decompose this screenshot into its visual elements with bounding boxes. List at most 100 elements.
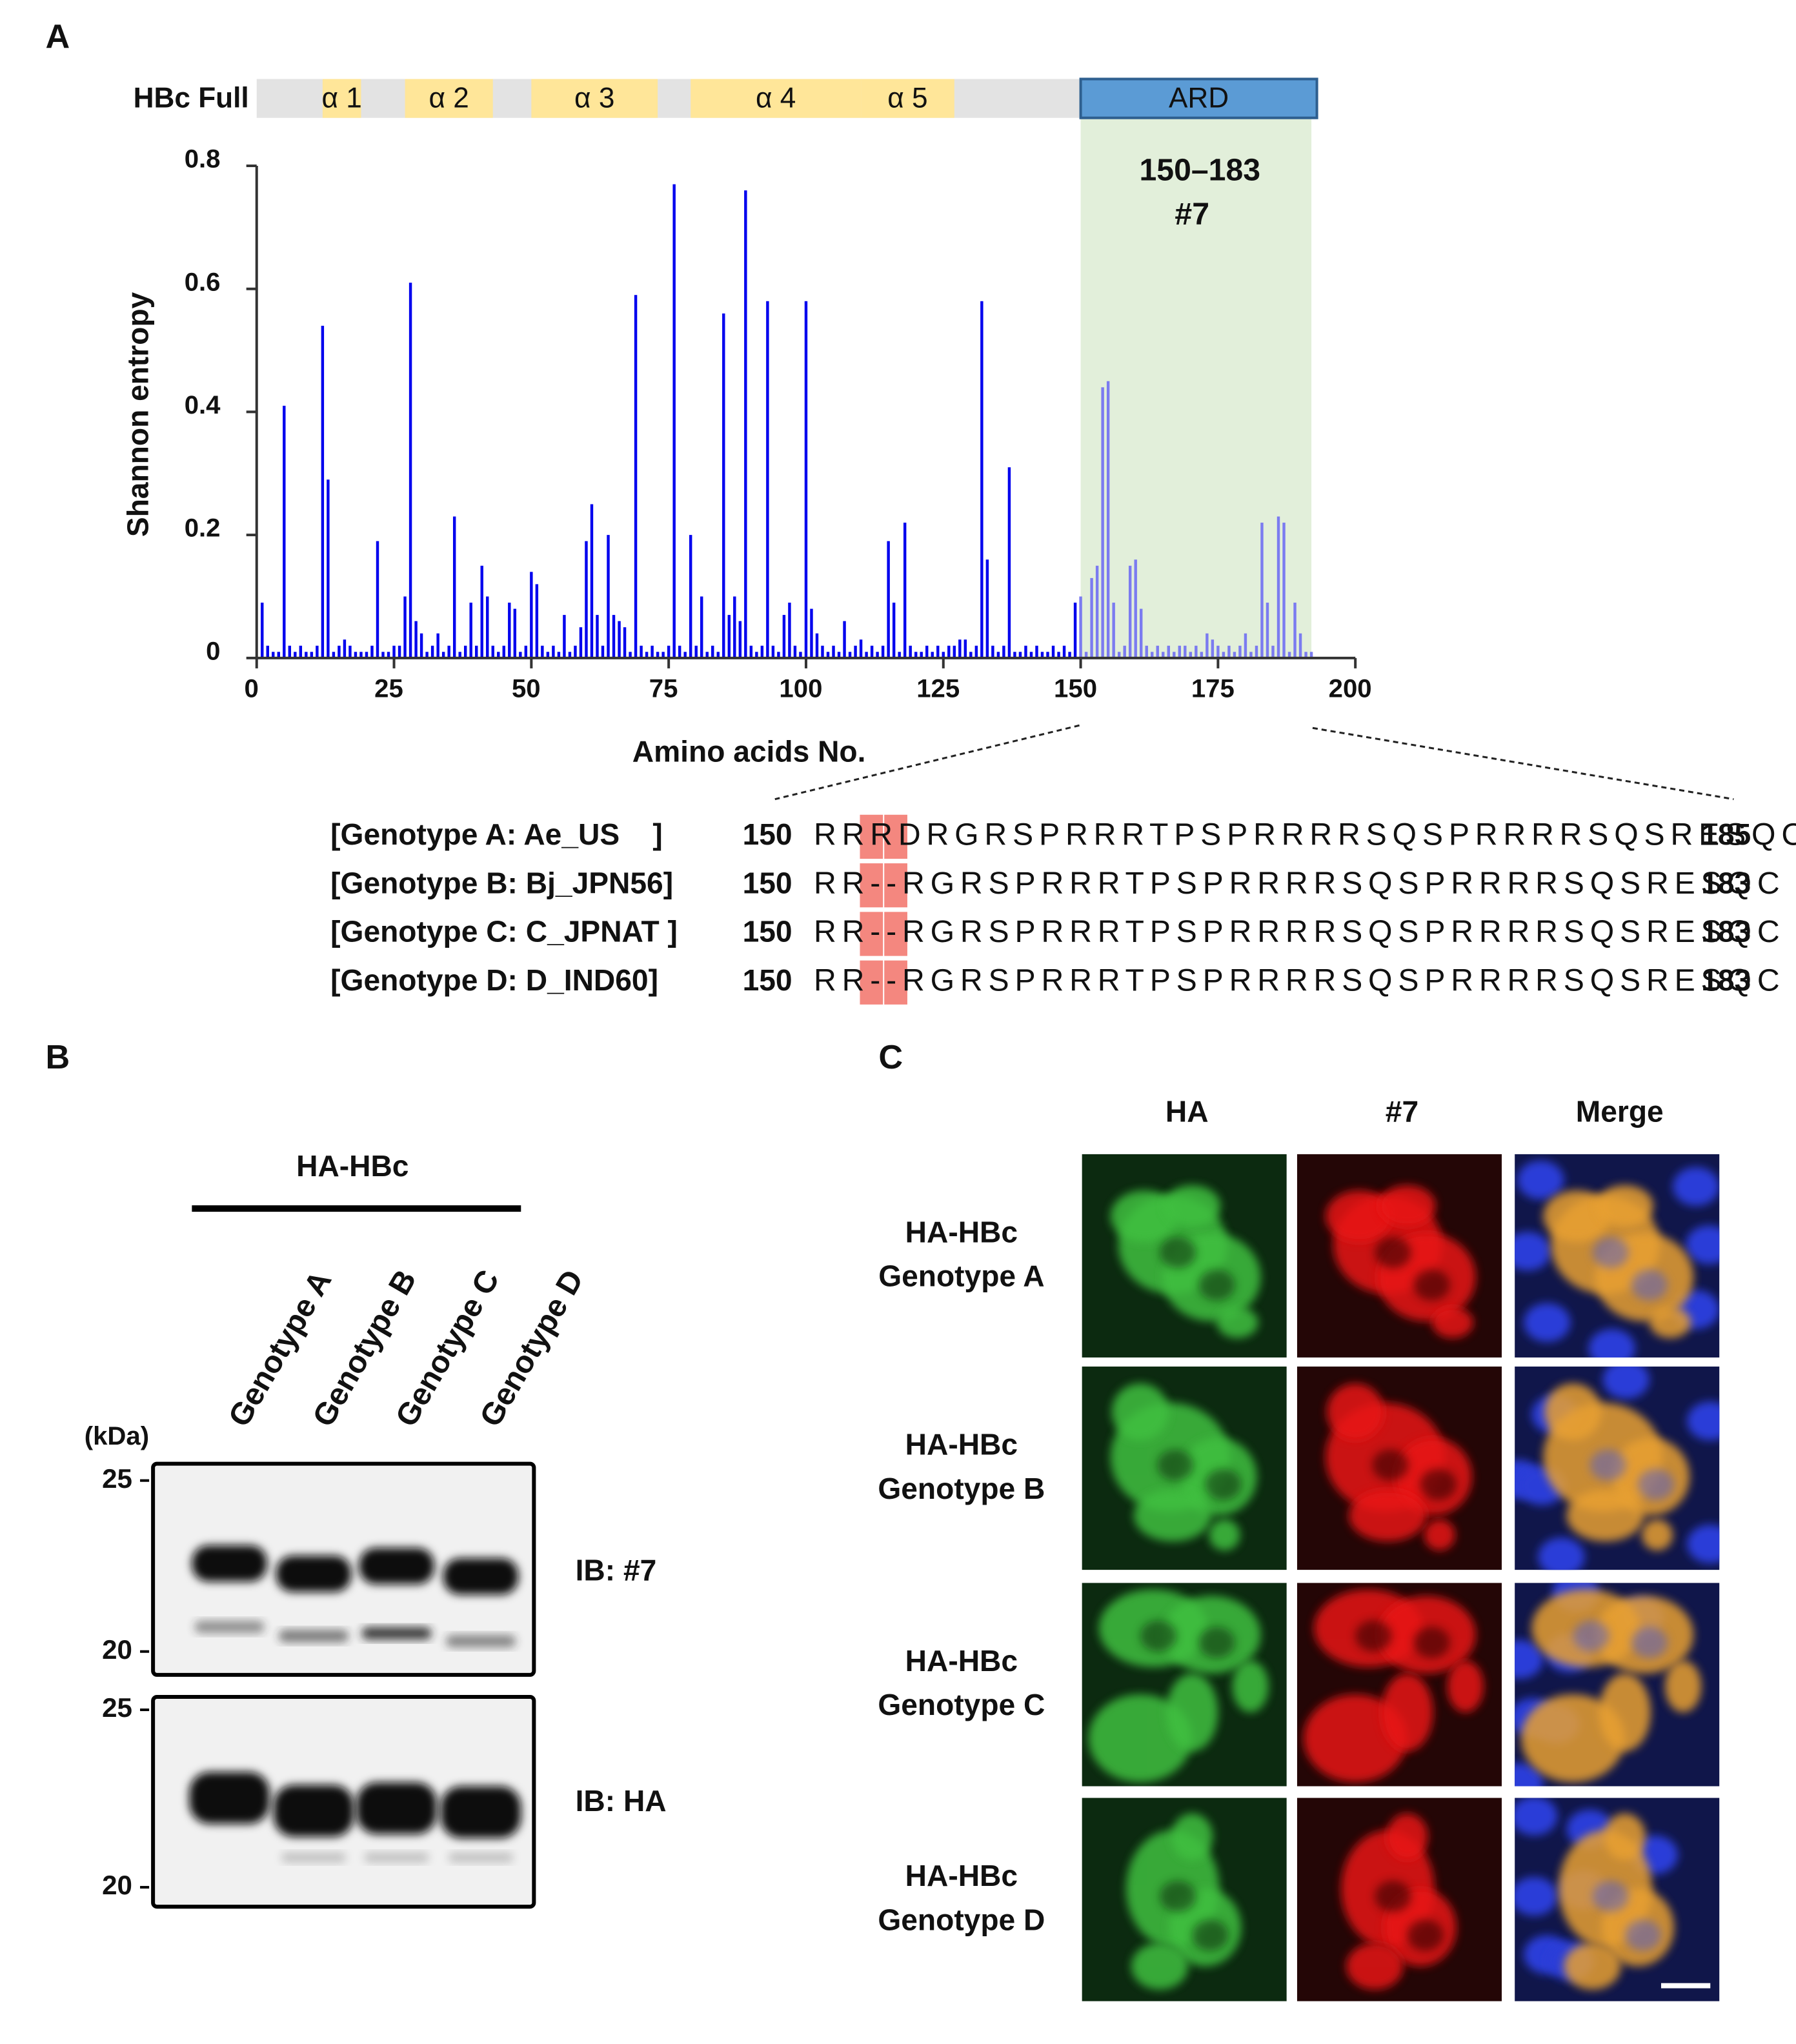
micrograph bbox=[1515, 1154, 1720, 1358]
bar bbox=[541, 645, 544, 658]
bar bbox=[1255, 645, 1258, 658]
band bbox=[194, 1620, 265, 1634]
x-tick-label: 150 bbox=[1054, 674, 1097, 703]
bar bbox=[859, 639, 863, 658]
bar bbox=[738, 621, 742, 658]
zoom-line bbox=[1312, 726, 1734, 801]
band bbox=[356, 1782, 437, 1834]
bar bbox=[854, 645, 857, 658]
bar bbox=[656, 652, 660, 658]
bar bbox=[1167, 645, 1170, 658]
y-tick-label: 0.6 bbox=[185, 267, 221, 296]
bar bbox=[936, 645, 940, 658]
bar bbox=[316, 645, 319, 658]
domain-label: ARD bbox=[1169, 82, 1229, 114]
bar bbox=[925, 645, 929, 658]
cell bbox=[1166, 1673, 1218, 1752]
bar bbox=[914, 652, 918, 658]
cell bbox=[1431, 1307, 1473, 1338]
bar bbox=[700, 596, 703, 658]
cell-nucleus bbox=[1140, 1620, 1177, 1652]
bar bbox=[563, 615, 566, 658]
row-label: [Genotype D: D_IND60] bbox=[330, 963, 658, 997]
cell bbox=[1649, 1307, 1691, 1338]
cell bbox=[1111, 1383, 1169, 1441]
bar bbox=[1266, 603, 1269, 658]
cell bbox=[1232, 1660, 1269, 1713]
x-tick-label: 100 bbox=[779, 674, 822, 703]
bar bbox=[1162, 652, 1165, 658]
start-number: 150 bbox=[743, 963, 792, 997]
band bbox=[189, 1772, 270, 1824]
bar bbox=[870, 645, 874, 658]
bar bbox=[1128, 565, 1132, 658]
sequence: RR--RGRSPRRRTPSPRRRRSQSPRRRRSQSRESQC bbox=[814, 963, 1785, 998]
highlight-box bbox=[860, 814, 883, 859]
bar bbox=[1145, 645, 1148, 658]
cell bbox=[1521, 1694, 1625, 1783]
bar bbox=[458, 652, 461, 658]
cell bbox=[1164, 1185, 1221, 1227]
nucleus bbox=[1687, 1524, 1720, 1564]
bar bbox=[321, 325, 325, 658]
domain-label: α 2 bbox=[429, 82, 469, 114]
column-header: Merge bbox=[1576, 1095, 1664, 1128]
bar bbox=[667, 645, 671, 658]
domain-label: α 3 bbox=[574, 82, 614, 114]
blot-label: IB: HA bbox=[576, 1784, 667, 1818]
bar bbox=[463, 645, 467, 658]
bar bbox=[810, 608, 813, 658]
y-tick-label: 0.2 bbox=[185, 514, 221, 543]
bar bbox=[436, 633, 439, 658]
bar bbox=[1304, 652, 1307, 658]
cell-nucleus bbox=[1637, 1468, 1675, 1500]
cell-nucleus bbox=[1198, 1269, 1235, 1301]
y-axis-label: Shannon entropy bbox=[121, 292, 154, 537]
band bbox=[443, 1558, 519, 1595]
end-number: 183 bbox=[1701, 963, 1751, 997]
bar bbox=[1018, 652, 1022, 658]
domain bbox=[691, 79, 862, 118]
column-header: #7 bbox=[1386, 1095, 1418, 1128]
cell bbox=[1381, 1673, 1433, 1752]
bar bbox=[755, 652, 758, 658]
cell bbox=[1596, 1185, 1653, 1227]
bar bbox=[623, 627, 627, 658]
row-label: HA-HBc bbox=[905, 1215, 1018, 1248]
domain-label: α 5 bbox=[887, 82, 927, 114]
bar bbox=[848, 652, 852, 658]
bar bbox=[1040, 652, 1044, 658]
bar bbox=[1112, 603, 1115, 658]
bar bbox=[305, 652, 308, 658]
row-label: [Genotype C: C_JPNAT ] bbox=[330, 915, 678, 948]
bar bbox=[546, 652, 550, 658]
bar bbox=[788, 603, 791, 658]
cell-nucleus bbox=[1624, 1919, 1661, 1951]
cell-nucleus bbox=[1192, 1919, 1229, 1951]
bar bbox=[1189, 652, 1193, 658]
bar bbox=[760, 645, 764, 658]
row-label: HA-HBc bbox=[905, 1644, 1018, 1678]
x-tick-label: 25 bbox=[374, 674, 403, 703]
bar bbox=[991, 645, 994, 658]
bar bbox=[359, 652, 363, 658]
micrograph bbox=[1082, 1154, 1287, 1358]
panel-label: C bbox=[878, 1039, 903, 1076]
cell bbox=[1447, 1660, 1484, 1713]
highlight-box bbox=[884, 814, 907, 859]
bar bbox=[1184, 645, 1187, 658]
bar bbox=[403, 596, 407, 658]
bar bbox=[1309, 652, 1313, 658]
nucleus bbox=[1686, 1225, 1720, 1265]
micrograph bbox=[1297, 1798, 1502, 2001]
start-number: 150 bbox=[743, 866, 792, 899]
cell-nucleus bbox=[1592, 1237, 1629, 1268]
bar bbox=[1013, 652, 1016, 658]
bar bbox=[645, 652, 649, 658]
bar bbox=[535, 584, 539, 658]
bar bbox=[491, 645, 494, 658]
row-label: [Genotype B: Bj_JPN56] bbox=[330, 866, 673, 899]
bar bbox=[1134, 559, 1137, 658]
cell-nucleus bbox=[1413, 1627, 1450, 1658]
bar bbox=[452, 516, 456, 658]
